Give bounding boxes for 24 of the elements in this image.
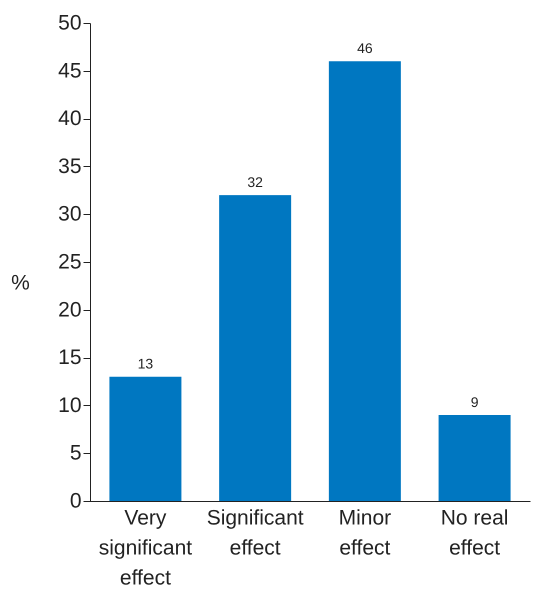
data-label: 32 [247,174,264,190]
data-label: 9 [470,394,479,410]
y-tick-label: 15 [58,346,82,370]
y-tick-label: 5 [70,442,82,465]
y-tick-label: 10 [58,394,82,417]
y-tick-label: 25 [58,250,82,274]
y-tick-label: 45 [58,59,82,82]
y-tick-label: 40 [58,107,82,130]
y-tick-label: 0 [70,490,82,512]
x-tick-label: Very significant effect [98,506,192,590]
y-tick-label: 50 [58,12,82,34]
data-label: 13 [138,356,154,372]
x-tick-label: Minor effect [338,506,392,560]
y-tick-label: 30 [58,202,82,226]
y-axis-title: % [11,272,30,294]
x-tick-label: No real effect [440,506,508,560]
x-tick-label: Significant effect [206,506,304,560]
y-tick-label: 20 [58,298,82,322]
y-tick-label: 35 [58,154,82,178]
bar [328,61,401,501]
data-label: 46 [357,40,373,56]
bar [438,414,511,501]
bar [219,195,292,501]
bar [109,376,182,501]
